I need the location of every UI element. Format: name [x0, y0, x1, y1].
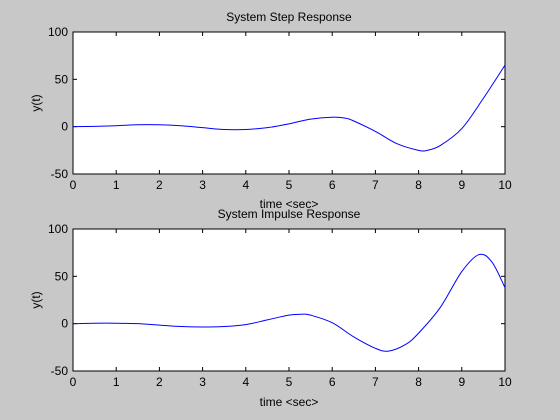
step-xlabel: time <sec> [260, 197, 319, 211]
step-axes-background [72, 31, 506, 175]
impulse-ylabel: y(t) [29, 291, 43, 308]
step-xtick-label: 7 [372, 178, 379, 192]
impulse-xtick-label: 9 [458, 375, 465, 389]
impulse-xtick-label: 10 [498, 375, 512, 389]
impulse-response-subplot: System Impulse Response time <sec> y(t) … [29, 207, 512, 409]
step-series-line [72, 64, 506, 152]
impulse-ytick-label: -50 [51, 364, 69, 378]
impulse-xtick-label: 1 [113, 375, 120, 389]
step-ylabel: y(t) [29, 94, 43, 111]
step-ytick-label: 0 [61, 120, 68, 134]
impulse-title: System Impulse Response [218, 207, 361, 221]
step-xtick-label: 5 [286, 178, 293, 192]
impulse-xlabel: time <sec> [260, 395, 319, 409]
step-ytick-label: -50 [51, 167, 69, 181]
impulse-ytick-label: 0 [61, 317, 68, 331]
step-xtick-label: 1 [113, 178, 120, 192]
impulse-xtick-label: 6 [329, 375, 336, 389]
impulse-xtick-label: 4 [242, 375, 249, 389]
step-xtick-label: 4 [242, 178, 249, 192]
step-response-subplot: System Step Response time <sec> y(t) 0 1 2… [29, 10, 512, 211]
impulse-axes-background [72, 228, 506, 372]
step-xtick-label: 10 [498, 178, 512, 192]
impulse-ytick-label: 50 [55, 269, 69, 283]
step-xtick-label: 3 [199, 178, 206, 192]
step-xtick-label: 0 [70, 178, 77, 192]
impulse-xtick-label: 5 [286, 375, 293, 389]
step-xtick-label: 8 [415, 178, 422, 192]
impulse-xtick-label: 3 [199, 375, 206, 389]
step-title: System Step Response [226, 10, 352, 24]
impulse-xtick-label: 2 [156, 375, 163, 389]
impulse-xtick-label: 8 [415, 375, 422, 389]
impulse-ytick-label: 100 [48, 222, 68, 236]
impulse-series-line [72, 253, 506, 352]
impulse-xtick-label: 0 [70, 375, 77, 389]
step-ytick-label: 50 [55, 72, 69, 86]
impulse-xtick-label: 7 [372, 375, 379, 389]
step-xtick-label: 6 [329, 178, 336, 192]
step-ytick-label: 100 [48, 25, 68, 39]
step-xtick-label: 9 [458, 178, 465, 192]
step-xtick-label: 2 [156, 178, 163, 192]
